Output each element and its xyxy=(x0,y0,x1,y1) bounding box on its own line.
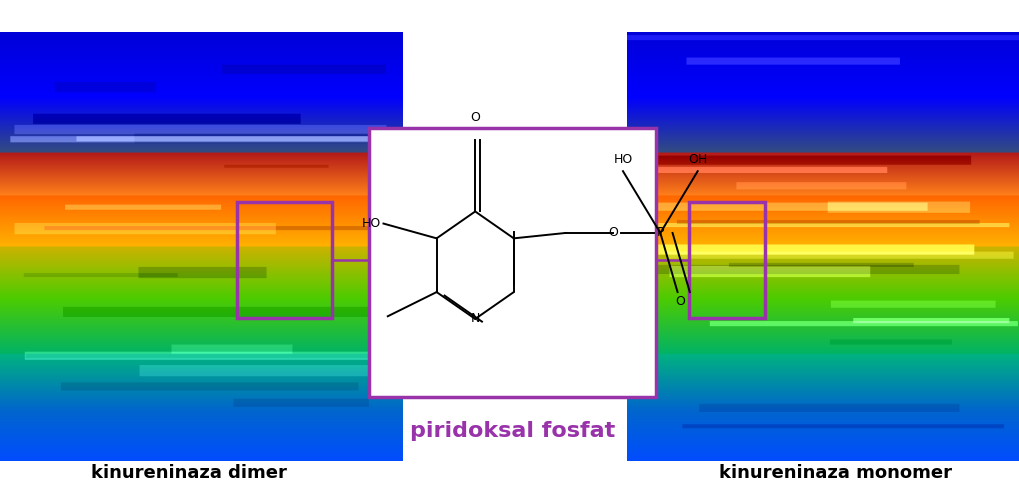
Text: O: O xyxy=(608,226,618,240)
Bar xyxy=(237,202,332,318)
Text: kinureninaza dimer: kinureninaza dimer xyxy=(91,464,286,482)
Bar xyxy=(369,128,656,397)
Text: kinureninaza monomer: kinureninaza monomer xyxy=(719,464,952,482)
Text: piridoksal fosfat: piridoksal fosfat xyxy=(410,422,615,441)
Text: N: N xyxy=(471,313,480,325)
Text: O: O xyxy=(470,111,480,124)
Text: OH: OH xyxy=(688,153,707,166)
Text: HO: HO xyxy=(362,217,381,230)
Text: O: O xyxy=(676,294,686,308)
Text: HO: HO xyxy=(613,153,633,166)
Bar xyxy=(689,202,765,318)
Text: P: P xyxy=(656,226,664,240)
